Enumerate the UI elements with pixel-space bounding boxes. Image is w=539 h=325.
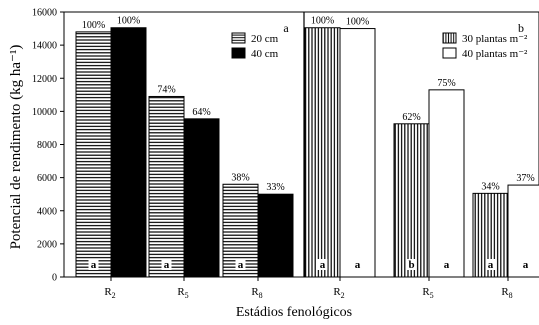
significance-letter: a <box>238 259 244 271</box>
y-tick-label: 6000 <box>37 173 57 184</box>
significance-letter: b <box>198 259 204 271</box>
significance-letter: a <box>126 259 132 271</box>
bar-value-label: 75% <box>437 78 455 89</box>
letter-backdrop <box>235 259 246 270</box>
bar-vertical-lines <box>304 27 341 278</box>
bar-value-label: 38% <box>231 172 249 183</box>
bar-horizontal-lines <box>75 31 112 278</box>
bar-white <box>507 184 539 278</box>
significance-letter: a <box>488 259 494 271</box>
x-axis-title: Estádios fenológicos <box>236 305 352 320</box>
significance-letter: b <box>408 259 414 271</box>
bar-value-label: 100% <box>346 17 369 28</box>
y-tick-label: 16000 <box>32 8 57 19</box>
y-tick-label: 4000 <box>37 206 57 217</box>
bar-value-label: 37% <box>516 173 534 184</box>
letter-backdrop <box>88 259 99 270</box>
significance-letter: a <box>523 259 529 271</box>
x-tick-label: R2 <box>104 286 115 300</box>
y-tick-label: 0 <box>52 273 57 284</box>
bar-solid-black <box>110 27 147 278</box>
bar-value-label: 100% <box>117 16 140 27</box>
letter-backdrop <box>406 259 417 270</box>
significance-letter: a <box>355 259 361 271</box>
bar-value-label: 34% <box>481 181 499 192</box>
legend-swatch <box>231 32 246 44</box>
x-tick-label: R5 <box>422 286 433 300</box>
panel-label: a <box>283 21 289 35</box>
legend-b: 30 plantas m⁻² 40 plantas m⁻² <box>442 32 528 60</box>
letter-backdrop <box>196 259 207 270</box>
bar-horizontal-lines <box>148 95 185 278</box>
panel-a: a R2 100% a 100% a R5 74% a 64% b R8 38% a 33% b 20 cm 40… <box>75 16 294 300</box>
y-axis-title: Potencial de rendimento (kg ha⁻¹) <box>8 45 24 250</box>
bar-value-label: 74% <box>157 84 175 95</box>
letter-backdrop <box>270 259 281 270</box>
y-tick-label: 8000 <box>37 140 57 151</box>
bar-value-label: 62% <box>402 112 420 123</box>
legend-label: 20 cm <box>251 33 279 45</box>
bar-white <box>428 89 465 278</box>
bar-white <box>339 28 376 278</box>
legend-swatch <box>442 32 457 44</box>
y-tick-label: 2000 <box>37 239 57 250</box>
chart-panels: 0 2000 4000 6000 8000 10000 12000 14000 16000 a R2… <box>32 8 539 300</box>
significance-letter: a <box>164 259 170 271</box>
bar-solid-black <box>183 118 220 278</box>
significance-letter: a <box>320 259 326 271</box>
legend-swatch <box>231 47 246 59</box>
y-tick-label: 14000 <box>32 41 57 52</box>
letter-backdrop <box>161 259 172 270</box>
x-tick-label: R2 <box>333 286 344 300</box>
legend-label: 40 cm <box>251 48 279 60</box>
bar-value-label: 100% <box>82 20 105 31</box>
bar-value-label: 64% <box>192 107 210 118</box>
letter-backdrop <box>485 259 496 270</box>
bar-value-label: 33% <box>266 182 284 193</box>
legend-swatch <box>442 47 457 59</box>
letter-backdrop <box>317 259 328 270</box>
panel-b: b R2 100% a 100% a R5 62% b 75% a R8 34% a 37% a 30 plan… <box>304 16 539 300</box>
x-tick-label: R8 <box>501 286 512 300</box>
significance-letter: a <box>444 259 450 271</box>
y-tick-label: 10000 <box>32 107 57 118</box>
x-tick-label: R8 <box>251 286 262 300</box>
legend-a: 20 cm 40 cm <box>231 32 279 60</box>
legend-label: 30 plantas m⁻² <box>462 33 528 45</box>
bar-vertical-lines <box>393 123 430 278</box>
letter-backdrop <box>123 259 134 270</box>
panel-label: b <box>518 21 524 35</box>
legend-label: 40 plantas m⁻² <box>462 48 528 60</box>
bar-value-label: 100% <box>311 16 334 27</box>
x-tick-label: R5 <box>177 286 188 300</box>
y-tick-label: 12000 <box>32 74 57 85</box>
significance-letter: b <box>272 259 278 271</box>
significance-letter: a <box>91 259 97 271</box>
